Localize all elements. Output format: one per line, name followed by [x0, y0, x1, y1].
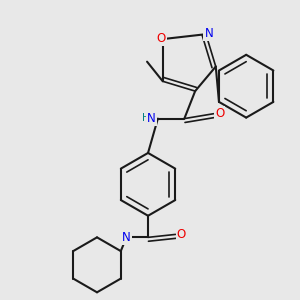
Text: N: N — [122, 231, 131, 244]
Text: N: N — [205, 27, 213, 40]
Text: O: O — [156, 32, 165, 45]
Text: O: O — [215, 107, 224, 120]
Text: O: O — [177, 228, 186, 241]
Text: H: H — [142, 112, 150, 123]
Text: N: N — [147, 112, 156, 125]
